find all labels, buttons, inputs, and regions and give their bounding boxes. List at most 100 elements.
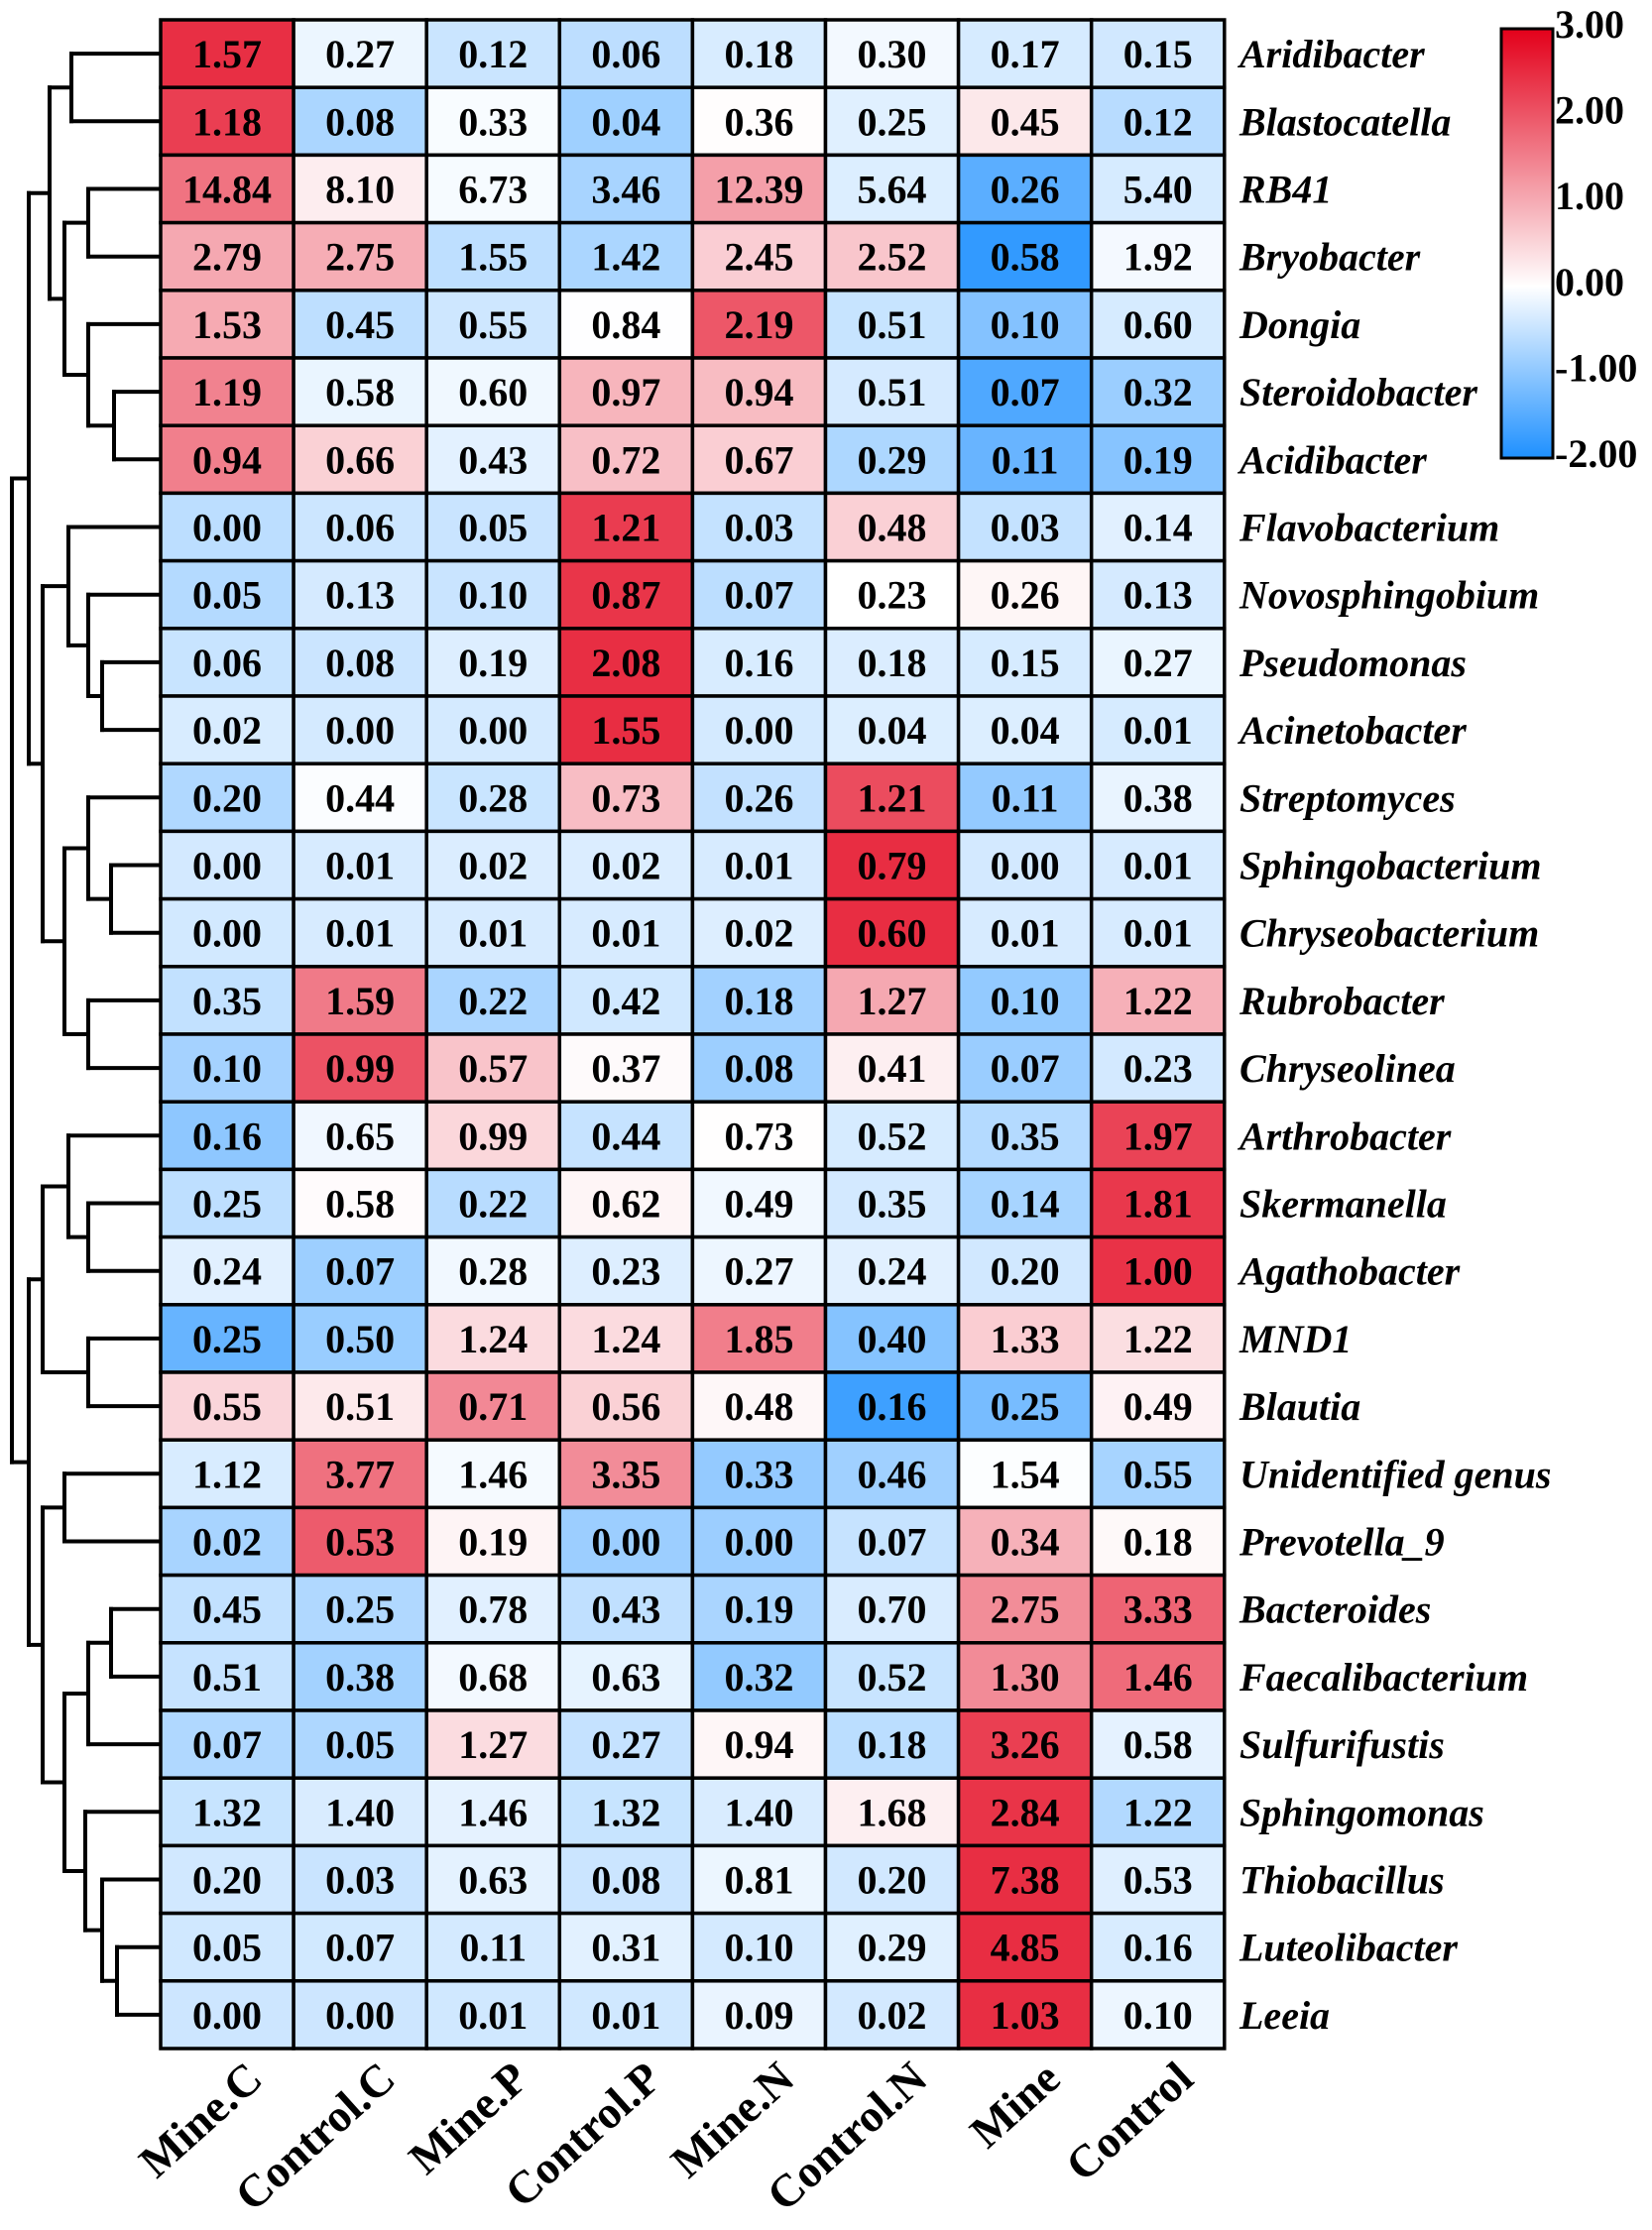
heatmap-cell	[424, 1438, 562, 1510]
cell-value-label: 1.00	[1123, 1249, 1193, 1294]
cell-value-label: 1.85	[724, 1317, 793, 1361]
heatmap-cell	[424, 1843, 562, 1916]
row-label: Unidentified genus	[1239, 1452, 1551, 1496]
cell-value-label: 12.39	[714, 168, 803, 212]
cell-value-label: 0.51	[858, 370, 927, 414]
cell-value-label: 0.50	[325, 1317, 395, 1361]
heatmap-cell	[292, 965, 428, 1036]
row-label: Luteolibacter	[1239, 1926, 1458, 1970]
cell-value-label: 0.84	[591, 302, 660, 347]
column-labels: Mine.CControl.CMine.PControl.PMine.NCont…	[129, 2053, 1202, 2221]
cell-value-label: 0.26	[724, 775, 793, 820]
colorbar-tick-label: 0.00	[1555, 260, 1624, 304]
row-label: Chryseobacterium	[1239, 911, 1539, 956]
cell-value-label: 0.10	[458, 573, 528, 618]
cell-value-label: 0.11	[992, 437, 1059, 482]
heatmap-cell	[690, 1776, 828, 1848]
cell-value-label: 0.03	[325, 1858, 395, 1903]
cell-value-label: 0.06	[192, 641, 262, 685]
cell-value-label: 0.51	[192, 1655, 262, 1700]
cell-value-label: 0.68	[458, 1655, 528, 1700]
cell-value-label: 0.60	[458, 370, 528, 414]
row-label: Agathobacter	[1237, 1249, 1461, 1294]
heatmap-cell	[690, 1641, 828, 1712]
cell-value-label: 0.58	[325, 370, 395, 414]
heatmap-cell	[557, 1370, 695, 1442]
cell-value-label: 0.14	[1123, 506, 1193, 550]
cell-value-label: 0.19	[458, 641, 528, 685]
heatmap-cell	[1089, 1708, 1227, 1780]
cell-value-label: 0.36	[724, 99, 793, 144]
heatmap-cell	[557, 1911, 695, 1983]
cell-value-label: 7.38	[991, 1858, 1060, 1903]
heatmap-cell	[956, 694, 1094, 765]
row-label: Thiobacillus	[1239, 1858, 1445, 1903]
cell-value-label: 0.00	[325, 708, 395, 753]
cell-value-label: 1.21	[591, 506, 660, 550]
heatmap-cell	[823, 1776, 961, 1848]
colorbar	[1499, 27, 1555, 460]
heatmap-cell	[1089, 627, 1227, 698]
cell-value-label: 1.27	[458, 1722, 528, 1767]
cell-value-label: 1.21	[858, 775, 927, 820]
cell-value-label: 0.48	[858, 506, 927, 550]
cell-value-label: 0.16	[724, 641, 793, 685]
heatmap-cell	[424, 965, 562, 1036]
heatmap-cell	[823, 896, 961, 969]
cell-value-label: 1.92	[1123, 235, 1193, 280]
heatmap-cell	[159, 965, 295, 1036]
cell-value-label: 0.78	[458, 1587, 528, 1632]
cell-value-label: 2.08	[591, 641, 660, 685]
heatmap-cell	[690, 694, 828, 765]
heatmap-cell	[690, 1370, 828, 1442]
cell-value-label: 0.65	[325, 1114, 395, 1158]
cell-value-label: 0.01	[458, 911, 528, 956]
cell-value-label: 0.51	[325, 1384, 395, 1429]
cell-value-label: 2.79	[192, 235, 262, 280]
cell-value-label: 0.32	[724, 1655, 793, 1700]
cell-value-label: 0.19	[1123, 437, 1193, 482]
heatmap-cell	[690, 1708, 828, 1780]
colorbar-tick-label: 1.00	[1555, 174, 1624, 218]
cell-value-label: 0.58	[325, 1182, 395, 1227]
cell-value-label: 0.27	[1123, 641, 1193, 685]
cell-value-label: 0.00	[325, 1993, 395, 2038]
cell-value-label: 2.75	[325, 235, 395, 280]
heatmap-cell	[557, 220, 695, 293]
cell-value-label: 0.26	[991, 573, 1060, 618]
heatmap-cell	[557, 1776, 695, 1848]
heatmap-cell	[159, 1776, 295, 1848]
cell-value-label: 0.55	[1123, 1452, 1193, 1496]
cell-value-label: 0.53	[325, 1520, 395, 1565]
cell-value-label: 1.81	[1123, 1182, 1193, 1227]
cell-value-label: 0.07	[858, 1520, 927, 1565]
cell-value-label: 2.19	[724, 302, 793, 347]
cell-value-label: 0.12	[1123, 99, 1193, 144]
cell-value-label: 1.03	[991, 1993, 1060, 2038]
colorbar-tick-label: -1.00	[1555, 345, 1637, 390]
heatmap-cell	[956, 1234, 1094, 1307]
heatmap-cell	[292, 153, 428, 225]
cell-value-label: 0.55	[458, 302, 528, 347]
cell-value-label: 0.27	[591, 1722, 660, 1767]
cell-value-label: 0.00	[991, 844, 1060, 888]
cell-value-label: 0.00	[724, 1520, 793, 1565]
row-label: Pseudomonas	[1239, 641, 1467, 685]
heatmap-cell	[1089, 1776, 1227, 1848]
cell-value-label: 0.01	[1123, 911, 1193, 956]
heatmap-cell	[690, 220, 828, 293]
cell-value-label: 1.24	[458, 1317, 528, 1361]
heatmap-cell	[823, 1641, 961, 1712]
cell-value-label: 2.45	[724, 235, 793, 280]
heatmap-grid: 1.57 0.27 0.12 0.06 0.18 0.30 0.17 0.15 1.18 0.08…	[159, 18, 1227, 2051]
cell-value-label: 0.25	[192, 1182, 262, 1227]
cell-value-label: 0.62	[591, 1182, 660, 1227]
cell-value-label: 1.57	[192, 32, 262, 76]
heatmap-cell	[292, 1843, 428, 1916]
heatmap-cell	[1089, 1911, 1227, 1983]
cell-value-label: 0.08	[724, 1046, 793, 1091]
cell-value-label: 0.42	[591, 979, 660, 1023]
cell-value-label: 0.73	[591, 775, 660, 820]
cell-value-label: 1.46	[458, 1790, 528, 1834]
cell-value-label: 0.29	[858, 1926, 927, 1970]
